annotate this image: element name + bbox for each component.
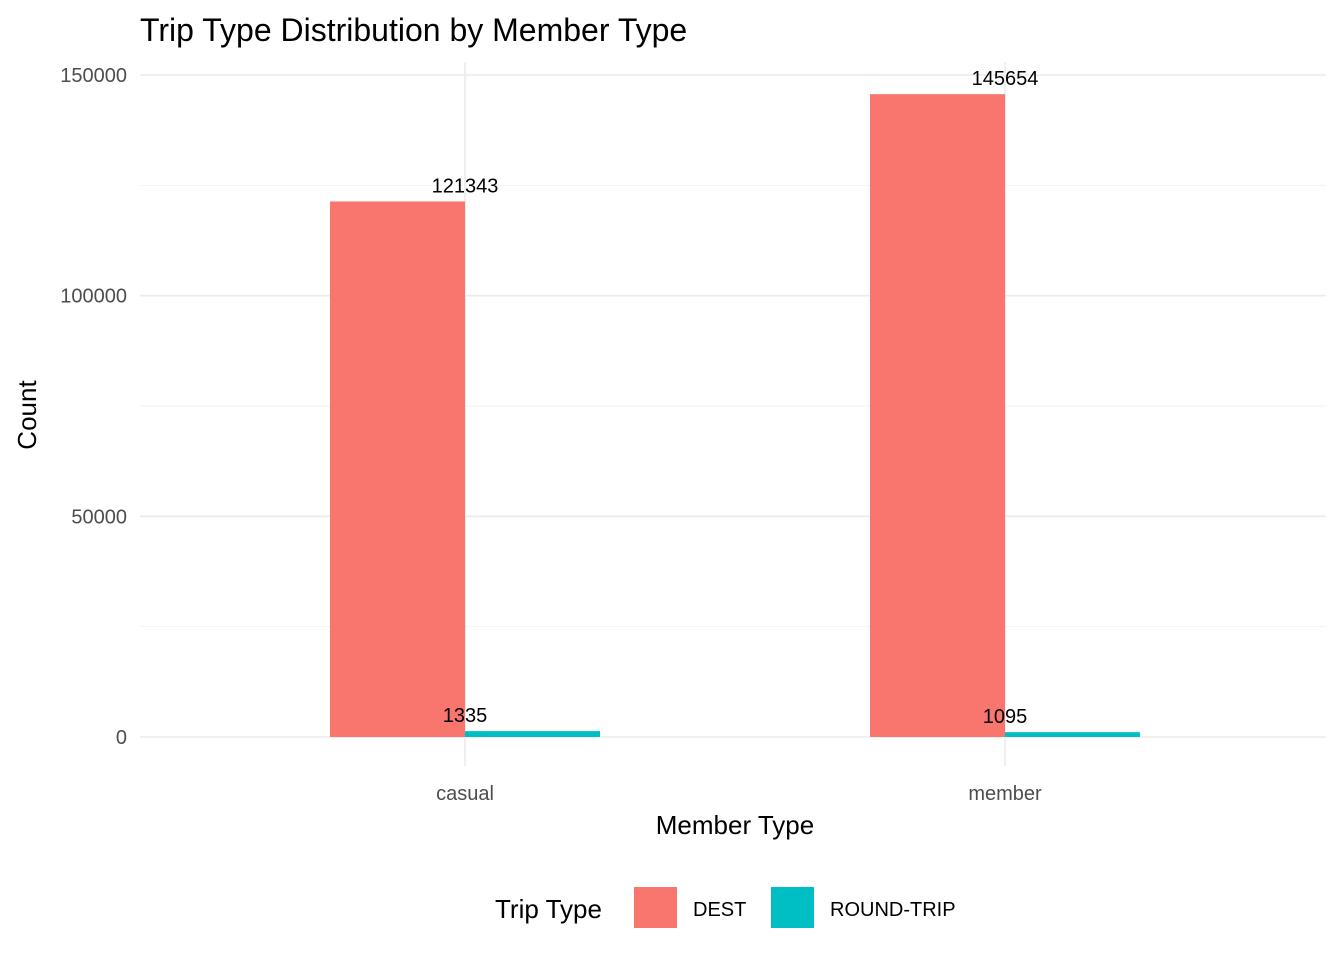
data-labels: 121343 145654 1335 1095 <box>432 68 1039 728</box>
data-label: 145654 <box>972 68 1039 90</box>
y-tick-label: 150000 <box>60 65 127 87</box>
legend-label: ROUND-TRIP <box>830 899 956 921</box>
y-tick-label: 0 <box>116 727 127 749</box>
bars <box>330 94 1140 737</box>
data-label: 121343 <box>432 175 499 197</box>
legend: Trip Type DEST ROUND-TRIP <box>495 887 956 928</box>
y-axis-title: Count <box>12 380 42 450</box>
chart-title: Trip Type Distribution by Member Type <box>140 12 687 48</box>
y-axis-ticks: 0 50000 100000 150000 <box>60 65 127 749</box>
bar <box>870 94 1005 737</box>
legend-key <box>634 887 677 928</box>
x-axis-title: Member Type <box>656 810 814 840</box>
legend-key <box>771 887 814 928</box>
bar <box>330 201 465 737</box>
bar <box>1005 732 1140 737</box>
legend-label: DEST <box>693 899 746 921</box>
data-label: 1335 <box>443 705 488 727</box>
y-tick-label: 50000 <box>71 506 127 528</box>
x-tick-label: casual <box>436 783 494 805</box>
grid <box>140 62 1326 766</box>
legend-title: Trip Type <box>495 894 602 924</box>
data-label: 1095 <box>983 706 1028 728</box>
bar <box>465 731 600 737</box>
x-axis-ticks: casual member <box>436 783 1042 805</box>
y-tick-label: 100000 <box>60 286 127 308</box>
x-tick-label: member <box>968 783 1042 805</box>
